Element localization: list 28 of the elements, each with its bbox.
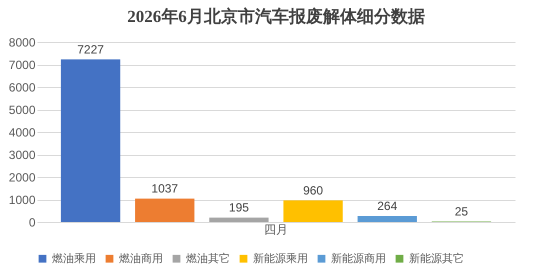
y-tick-label: 7000	[8, 58, 36, 72]
y-tick-label: 6000	[8, 80, 36, 94]
data-label: 7227	[77, 42, 104, 56]
y-tick-label: 8000	[8, 36, 36, 50]
chart-title: 2026年6月北京市汽车报废解体细分数据	[127, 7, 425, 26]
data-label: 1037	[151, 182, 178, 196]
data-label: 960	[303, 183, 324, 198]
bar	[358, 216, 417, 222]
legend-label: 新能源商用	[331, 252, 386, 265]
y-tick-label: 1000	[8, 193, 36, 207]
data-label: 195	[228, 200, 250, 215]
x-tick-label: 四月	[264, 222, 288, 236]
y-tick-label: 3000	[8, 148, 36, 162]
bar	[209, 218, 269, 222]
data-label: 25	[454, 204, 468, 218]
legend-label: 新能源乘用	[253, 252, 308, 265]
bar	[283, 200, 343, 222]
data-label: 264	[377, 199, 398, 214]
bar	[135, 198, 194, 222]
y-tick-label: 5000	[8, 103, 36, 117]
legend-label: 燃油乘用	[52, 252, 96, 265]
legend-label: 燃油商用	[119, 252, 163, 265]
bar	[60, 59, 120, 222]
legend-label: 新能源其它	[409, 252, 464, 265]
y-tick-label: 4000	[8, 126, 36, 140]
y-tick-label: 2000	[8, 170, 36, 184]
y-tick-label: 0	[28, 216, 36, 230]
legend-label: 燃油其它	[186, 252, 230, 265]
